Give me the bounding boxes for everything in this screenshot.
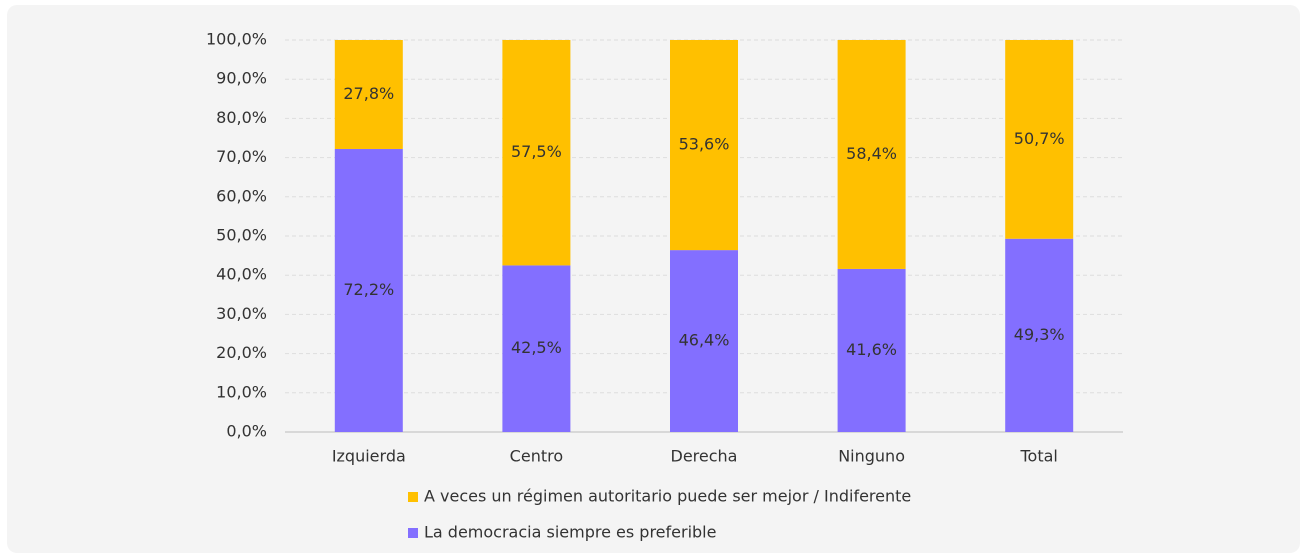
data-label: 58,4% xyxy=(846,144,897,163)
card xyxy=(7,5,1300,553)
legend-label: La democracia siempre es preferible xyxy=(424,523,716,542)
data-label: 41,6% xyxy=(846,340,897,359)
bar-segment xyxy=(837,268,906,432)
data-label: 72,2% xyxy=(343,280,394,299)
x-tick-label: Total xyxy=(1020,447,1058,466)
bar-segment xyxy=(670,40,738,251)
legend-label: A veces un régimen autoritario puede ser… xyxy=(424,487,911,506)
y-tick-label: 70,0% xyxy=(216,147,267,166)
y-tick-label: 0,0% xyxy=(226,422,267,441)
y-tick-label: 100,0% xyxy=(206,30,267,49)
y-tick-label: 40,0% xyxy=(216,265,267,284)
bar-segment xyxy=(837,40,906,269)
y-tick-label: 10,0% xyxy=(216,382,267,401)
bar-segment xyxy=(334,148,403,432)
bar-segment xyxy=(502,265,571,432)
bar-segment xyxy=(1005,238,1074,432)
data-label: 49,3% xyxy=(1014,325,1065,344)
y-tick-label: 80,0% xyxy=(216,108,267,127)
data-label: 53,6% xyxy=(679,135,730,154)
data-label: 27,8% xyxy=(343,84,394,103)
x-tick-label: Ninguno xyxy=(838,447,905,466)
y-tick-label: 50,0% xyxy=(216,226,267,245)
x-tick-label: Derecha xyxy=(671,447,738,466)
bar-segment xyxy=(670,250,738,432)
x-tick-label: Izquierda xyxy=(332,447,406,466)
y-tick-label: 20,0% xyxy=(216,343,267,362)
legend-swatch xyxy=(408,492,418,502)
x-tick-label: Centro xyxy=(510,447,563,466)
data-label: 57,5% xyxy=(511,142,562,161)
bar-segment xyxy=(502,40,571,266)
data-label: 42,5% xyxy=(511,338,562,357)
y-tick-label: 90,0% xyxy=(216,69,267,88)
data-label: 46,4% xyxy=(679,331,730,350)
bar-segment xyxy=(1005,40,1074,239)
data-label: 50,7% xyxy=(1014,129,1065,148)
y-tick-label: 30,0% xyxy=(216,304,267,323)
legend-swatch xyxy=(408,528,418,538)
bar-segment xyxy=(334,40,403,149)
y-tick-label: 60,0% xyxy=(216,186,267,205)
